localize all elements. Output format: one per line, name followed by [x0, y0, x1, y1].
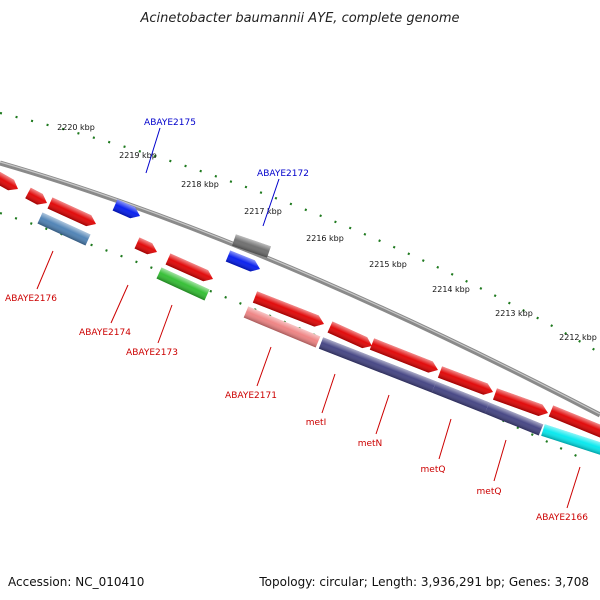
- gene-shading: [37, 212, 91, 246]
- gene-arrow-6: [165, 253, 214, 282]
- gene-shading: [492, 388, 549, 416]
- gene-shading: [232, 234, 271, 258]
- gene-shading: [47, 197, 96, 227]
- gene-arrow-0: [0, 170, 18, 191]
- gene-arrow-1: [25, 187, 48, 205]
- gene-shading: [243, 306, 321, 348]
- gene-arrow-10: [252, 291, 325, 327]
- kbp-tick-label: 2220 kbp: [57, 123, 95, 132]
- gene-label: ABAYE2172: [257, 169, 309, 179]
- gene-arrow-14: [318, 337, 437, 393]
- leader-line: [157, 304, 173, 344]
- gene-label: metQ: [421, 465, 446, 475]
- kbp-tick-label: 2218 kbp: [181, 180, 219, 189]
- gene-shading: [541, 424, 600, 456]
- gene-arrow-4: [112, 199, 140, 219]
- gene-shading: [437, 366, 494, 395]
- gene-label: metQ: [477, 487, 502, 497]
- gene-shading: [252, 291, 325, 327]
- leader-line: [262, 178, 280, 227]
- gene-arrow-9: [225, 250, 261, 272]
- gene-shading: [0, 170, 18, 191]
- gene-arrow-13: [369, 338, 439, 373]
- gene-label: ABAYE2174: [79, 328, 131, 338]
- gene-label: metI: [306, 418, 327, 428]
- leader-line: [110, 284, 129, 324]
- leader-line: [256, 346, 272, 387]
- gene-features: [0, 170, 600, 456]
- gene-shading: [318, 337, 437, 393]
- leader-line: [145, 127, 161, 174]
- gene-labels: ABAYE2175 ABAYE2172 ABAYE2176 ABAYE2174 ABAY…: [5, 118, 588, 523]
- gene-arrow-20: [541, 424, 600, 456]
- gene-shading: [369, 338, 439, 373]
- gene-label: metN: [358, 439, 383, 449]
- leader-line: [493, 439, 507, 482]
- gene-label: ABAYE2166: [536, 513, 588, 523]
- accession-text: Accession: NC_010410: [8, 575, 144, 589]
- gene-arrow-5: [134, 237, 158, 255]
- gene-shading: [327, 321, 372, 349]
- kbp-tick-labels: 2220 kbp 2219 kbp 2218 kbp 2217 kbp 2216 kbp…: [57, 123, 597, 342]
- genome-backbone: [0, 160, 600, 418]
- leader-line: [375, 394, 390, 435]
- kbp-tick-label: 2215 kbp: [369, 260, 407, 269]
- kbp-tick-label: 2212 kbp: [559, 333, 597, 342]
- topology-text: Topology: circular; Length: 3,936,291 bp…: [258, 575, 589, 589]
- gene-arrow-19: [548, 405, 600, 439]
- gene-shading: [25, 187, 48, 205]
- gene-arrow-7: [156, 267, 210, 301]
- leader-line: [321, 373, 336, 414]
- gene-arrow-12: [327, 321, 372, 349]
- gene-shading: [134, 237, 158, 255]
- genome-backbone-highlight: [0, 161, 600, 415]
- gene-shading: [156, 267, 210, 301]
- gene-label: ABAYE2176: [5, 294, 57, 304]
- leader-line: [438, 418, 452, 460]
- gene-shading: [548, 405, 600, 439]
- kbp-tick-label: 2216 kbp: [306, 234, 344, 243]
- map-title: Acinetobacter baumannii AYE, complete ge…: [139, 11, 459, 26]
- kbp-tick-label: 2213 kbp: [495, 309, 533, 318]
- gene-arrow-15: [437, 366, 494, 395]
- gene-arrow-17: [492, 388, 549, 416]
- gene-arrow-11: [243, 306, 321, 348]
- gene-label: ABAYE2173: [126, 348, 178, 358]
- leader-line: [36, 250, 54, 290]
- gene-arrow-3: [37, 212, 91, 246]
- kbp-tick-label: 2217 kbp: [244, 207, 282, 216]
- kbp-tick-label: 2214 kbp: [432, 285, 470, 294]
- gene-arrow-2: [47, 197, 96, 227]
- leader-line: [566, 466, 581, 509]
- gene-shading: [225, 250, 261, 272]
- gene-arrow-18: [484, 402, 544, 436]
- gene-shading: [431, 381, 490, 414]
- kbp-tick-label: 2219 kbp: [119, 151, 157, 160]
- gene-label: ABAYE2171: [225, 391, 277, 401]
- gene-label: ABAYE2175: [144, 118, 196, 128]
- gene-arrow-16: [431, 381, 490, 414]
- gene-shading: [484, 402, 544, 436]
- gene-arrow-8: [232, 234, 271, 258]
- gene-shading: [112, 199, 140, 219]
- gene-shading: [165, 253, 214, 282]
